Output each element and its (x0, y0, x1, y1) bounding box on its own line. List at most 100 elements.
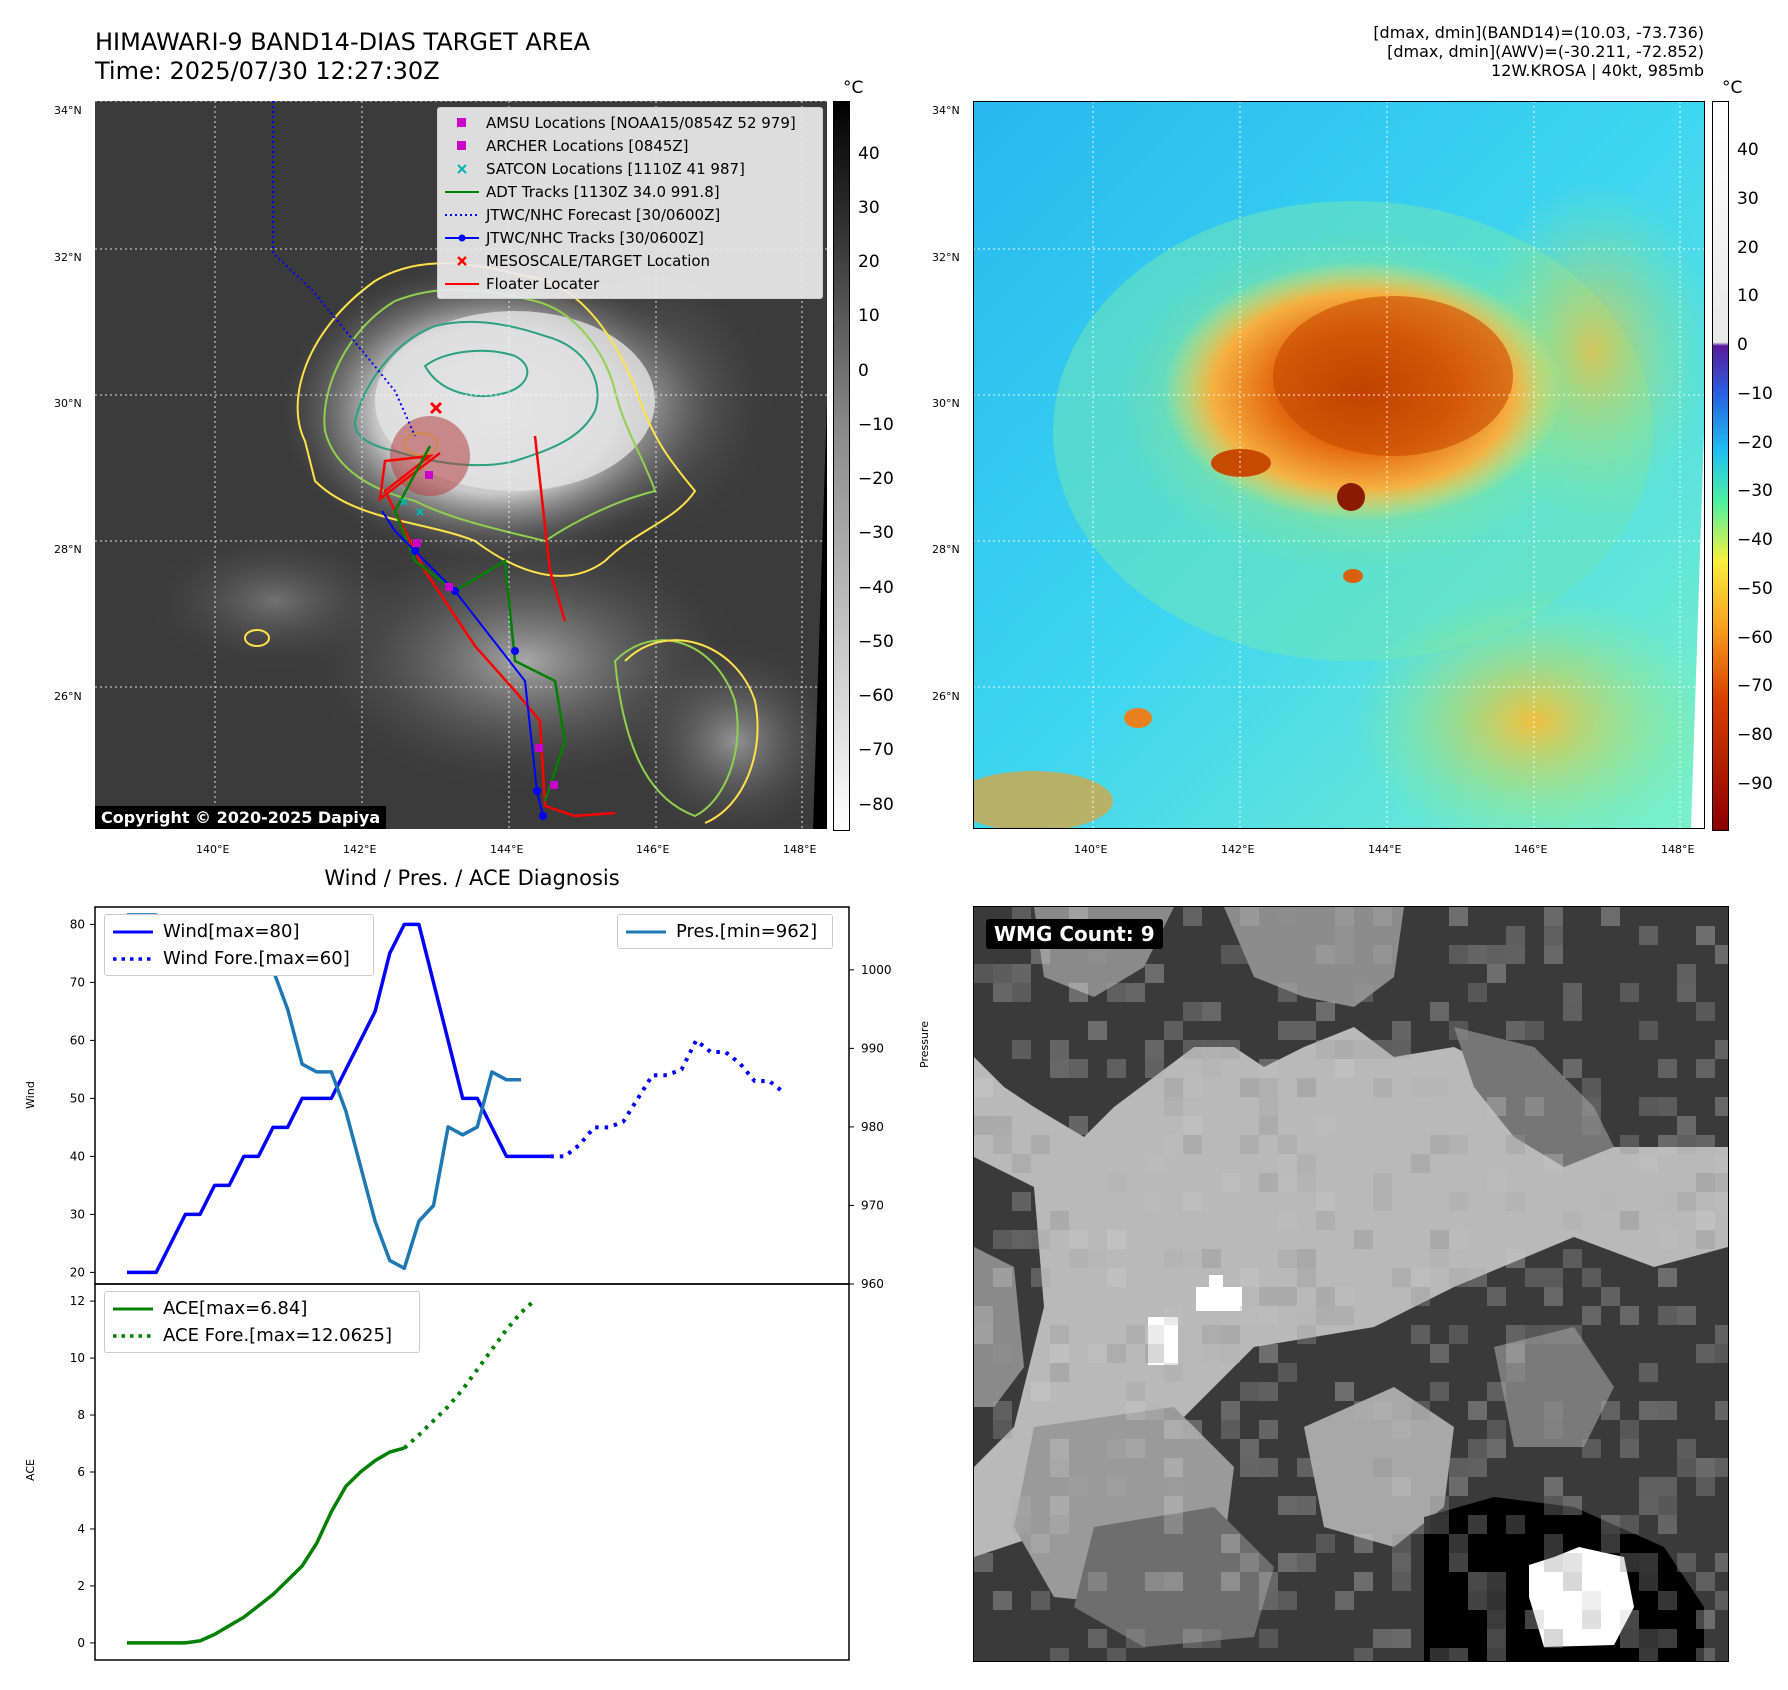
wmg-cell (1107, 1059, 1126, 1078)
ace-tick-label: 8 (77, 1408, 85, 1422)
wmg-cell (1525, 1325, 1544, 1344)
wmg-cell (1183, 1040, 1202, 1059)
wmg-cell (1544, 945, 1563, 964)
pressure-ylabel-text: Pressure (918, 1021, 931, 1068)
wmg-cell (1525, 1021, 1544, 1040)
wmg-cell (1297, 1496, 1316, 1515)
wmg-cell (1620, 1420, 1639, 1439)
wmg-cell (1639, 1648, 1658, 1661)
wmg-cell (993, 1344, 1012, 1363)
wmg-cell (1126, 1325, 1145, 1344)
wind-legend: Wind[max=80] Wind Fore.[max=60] (104, 914, 374, 976)
wmg-cell (1297, 1325, 1316, 1344)
wmg-cell (1145, 1382, 1164, 1401)
wmg-cell (1487, 1382, 1506, 1401)
color-colorbar (1712, 101, 1729, 831)
color-tick: −40 (1737, 530, 1773, 550)
bw-tick: 30 (858, 198, 880, 218)
wmg-cell (1449, 1230, 1468, 1249)
pressure-legend: Pres.[min=962] (617, 914, 833, 949)
wmg-cell (1278, 1173, 1297, 1192)
map-legend: AMSU Locations [NOAA15/0854Z 52 979] ARC… (437, 107, 823, 299)
wmg-cell (1335, 926, 1354, 945)
wmg-cell (1050, 1458, 1069, 1477)
wmg-cell (1278, 1154, 1297, 1173)
wmg-cell (1620, 1306, 1639, 1325)
wmg-cell (1335, 1287, 1354, 1306)
ace-forecast-series (402, 1297, 538, 1450)
wmg-cell (1050, 1363, 1069, 1382)
wmg-cell (1715, 1591, 1728, 1610)
wmg-cell (1449, 1135, 1468, 1154)
wmg-cell (1012, 964, 1031, 983)
wmg-cell (1088, 1344, 1107, 1363)
bw-tick: 40 (858, 144, 880, 164)
wmg-cell (1050, 1344, 1069, 1363)
wmg-cell (1658, 1268, 1677, 1287)
wmg-cell (1012, 983, 1031, 1002)
wmg-cell (1145, 1154, 1164, 1173)
wmg-cell (1297, 1268, 1316, 1287)
ace-series-group (127, 1297, 538, 1645)
ace-tick-label: 0 (77, 1636, 85, 1650)
wmg-cell (1620, 1439, 1639, 1458)
ace-tick-label: 4 (77, 1522, 85, 1536)
wmg-cell (1506, 1192, 1525, 1211)
wmg-cell (974, 1078, 993, 1097)
wmg-cell (993, 1230, 1012, 1249)
wmg-cell (1677, 1192, 1696, 1211)
wmg-cell (1164, 1078, 1183, 1097)
wmg-cell (1297, 1458, 1316, 1477)
wmg-cell (1430, 1135, 1449, 1154)
wmg-cell (1164, 1363, 1183, 1382)
wmg-cell (1582, 1078, 1601, 1097)
pressure-tick-label: 980 (861, 1120, 884, 1134)
wmg-cell (1544, 1268, 1563, 1287)
legend-ace-forecast-label: ACE Fore.[max=12.0625] (163, 1325, 392, 1346)
wmg-cell (1259, 1629, 1278, 1648)
wmg-cell (1715, 1154, 1728, 1173)
wmg-cell (1696, 1002, 1715, 1021)
wmg-cell (1221, 1325, 1240, 1344)
wmg-cell (1639, 1553, 1658, 1572)
wmg-cell (1449, 1477, 1468, 1496)
wmg-cell (1392, 1477, 1411, 1496)
wmg-cell (1487, 1648, 1506, 1661)
wmg-cell (1145, 964, 1164, 983)
wind-axis-ticks: 20 30 40 50 60 70 80 (70, 917, 95, 1279)
wmg-cell (1164, 1458, 1183, 1477)
color-tick: −10 (1737, 384, 1773, 404)
wmg-cell (1487, 945, 1506, 964)
wmg-cell (1696, 1477, 1715, 1496)
wmg-cell (1107, 983, 1126, 1002)
wmg-cell (1468, 1458, 1487, 1477)
wmg-cell (1126, 1439, 1145, 1458)
wmg-cell (1449, 1021, 1468, 1040)
wmg-cell (1164, 1135, 1183, 1154)
wmg-cell (1259, 1306, 1278, 1325)
legend-floater: Floater Locater (438, 272, 822, 295)
wmg-cell (1715, 1344, 1728, 1363)
wmg-cell (1696, 1648, 1715, 1661)
wmg-cell (1563, 1211, 1582, 1230)
wmg-cell (993, 1097, 1012, 1116)
wmg-cell (1107, 1439, 1126, 1458)
legend-mesoscale: MESOSCALE/TARGET Location (438, 249, 822, 272)
wmg-cell (1107, 1477, 1126, 1496)
wmg-cell (1582, 1268, 1601, 1287)
wmg-cell (1525, 1268, 1544, 1287)
wmg-cell (993, 1591, 1012, 1610)
wmg-cell (1031, 1230, 1050, 1249)
wmg-cell (1563, 1325, 1582, 1344)
storm-info: [dmax, dmin](BAND14)=(10.03, -73.736) [d… (1373, 23, 1704, 80)
wmg-cell (1126, 983, 1145, 1002)
wmg-cell (1354, 1648, 1373, 1661)
wmg-cell (1012, 1515, 1031, 1534)
wmg-cell (1449, 1458, 1468, 1477)
lon-tick-142-right: 142°E (1221, 843, 1255, 856)
wmg-cell (1696, 1458, 1715, 1477)
legend-wind: Wind[max=80] (105, 918, 373, 945)
wmg-cell (1069, 1059, 1088, 1078)
wmg-cell (1050, 1496, 1069, 1515)
wmg-cell (1031, 1534, 1050, 1553)
